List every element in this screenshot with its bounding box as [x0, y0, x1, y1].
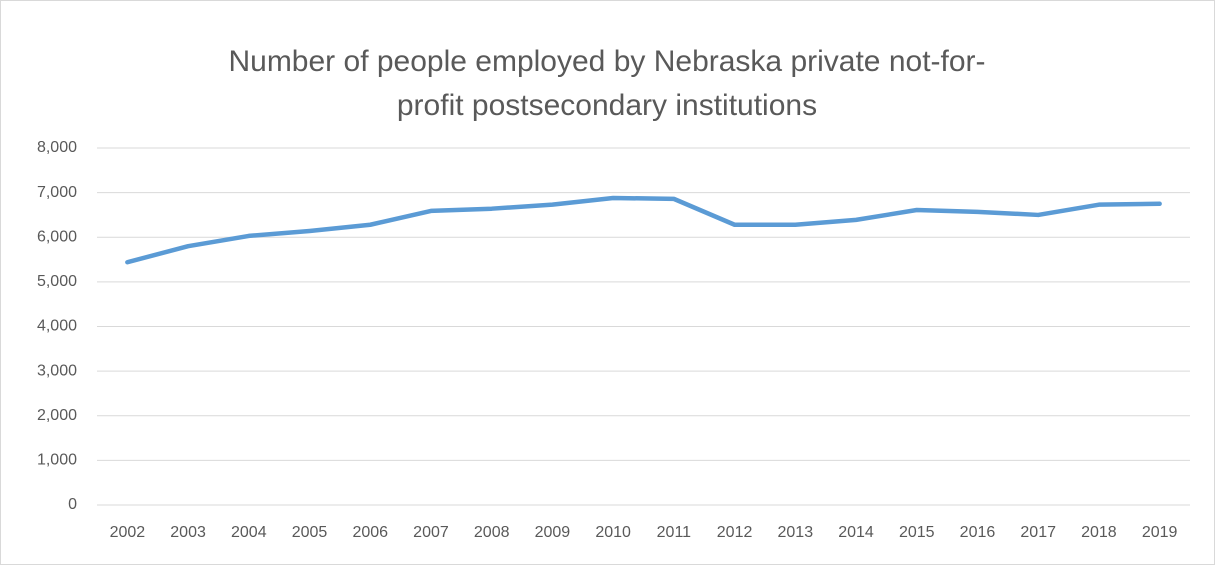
- line-series: [125, 195, 1162, 265]
- x-tick-label: 2009: [535, 524, 571, 541]
- x-tick-label: 2017: [1020, 524, 1056, 541]
- x-tick-label: 2018: [1081, 524, 1117, 541]
- x-tick-label: 2019: [1142, 524, 1178, 541]
- x-tick-label: 2015: [899, 524, 935, 541]
- x-tick-label: 2005: [292, 524, 328, 541]
- y-tick-label: 7,000: [37, 184, 77, 201]
- x-tick-label: 2004: [231, 524, 267, 541]
- x-tick-label: 2008: [474, 524, 510, 541]
- y-tick-label: 2,000: [37, 407, 77, 424]
- chart-title: Number of people employed by Nebraska pr…: [228, 45, 986, 122]
- x-tick-label: 2014: [838, 524, 874, 541]
- x-tick-label: 2006: [352, 524, 388, 541]
- x-tick-label: 2003: [170, 524, 206, 541]
- y-tick-label: 0: [68, 496, 77, 513]
- y-tick-label: 1,000: [37, 452, 77, 469]
- y-tick-label: 8,000: [37, 139, 77, 156]
- y-tick-label: 4,000: [37, 318, 77, 335]
- x-tick-label: 2007: [413, 524, 449, 541]
- x-tick-label: 2016: [960, 524, 996, 541]
- x-tick-label: 2013: [778, 524, 814, 541]
- y-tick-label: 6,000: [37, 228, 77, 245]
- x-tick-label: 2012: [717, 524, 753, 541]
- x-tick-label: 2010: [595, 524, 631, 541]
- x-tick-label: 2011: [657, 524, 692, 541]
- y-tick-label: 5,000: [37, 273, 77, 290]
- x-tick-label: 2002: [110, 524, 146, 541]
- y-tick-label: 3,000: [37, 362, 77, 379]
